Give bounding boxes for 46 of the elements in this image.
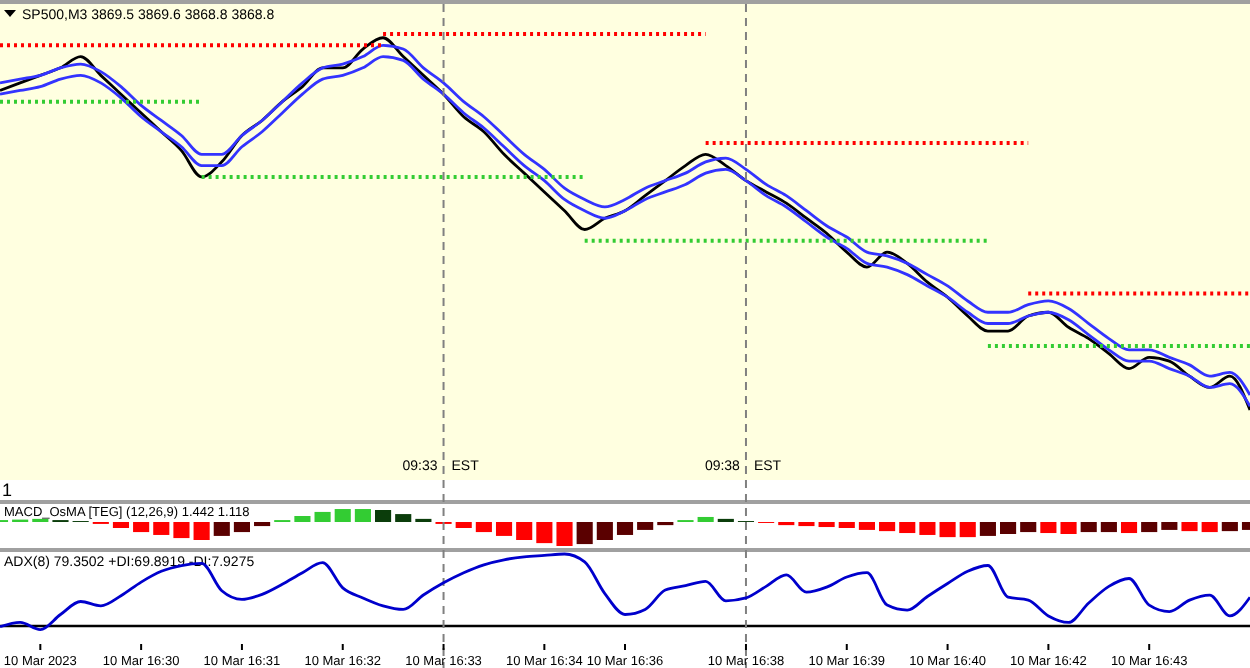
bar bbox=[213, 522, 230, 536]
bar bbox=[939, 522, 956, 538]
bar bbox=[233, 522, 250, 533]
bar bbox=[979, 522, 996, 536]
bar bbox=[112, 522, 130, 528]
bar bbox=[1221, 522, 1238, 532]
bar bbox=[697, 516, 714, 522]
bar bbox=[959, 522, 976, 538]
bar bbox=[314, 511, 331, 522]
bar bbox=[1161, 522, 1178, 530]
bar bbox=[334, 509, 351, 522]
bar bbox=[919, 522, 936, 535]
bar bbox=[1120, 522, 1138, 534]
bar bbox=[294, 516, 311, 522]
bar bbox=[879, 522, 896, 532]
text: 1 bbox=[2, 480, 13, 500]
bar bbox=[1141, 522, 1158, 533]
bar bbox=[173, 522, 190, 539]
bar bbox=[576, 522, 593, 545]
bar bbox=[637, 522, 654, 530]
bar bbox=[133, 522, 150, 533]
bar bbox=[354, 509, 371, 522]
bar bbox=[556, 522, 573, 546]
bar bbox=[818, 522, 835, 528]
bar bbox=[858, 522, 875, 530]
bar bbox=[596, 522, 613, 540]
bar bbox=[516, 522, 533, 540]
bar bbox=[375, 510, 392, 522]
bar bbox=[1060, 522, 1077, 534]
bar bbox=[1080, 522, 1097, 533]
bar bbox=[536, 522, 553, 544]
bar bbox=[495, 522, 513, 536]
bar bbox=[838, 522, 855, 528]
bar bbox=[395, 514, 412, 522]
bar bbox=[1100, 522, 1117, 533]
bar bbox=[1181, 522, 1198, 532]
bar bbox=[153, 522, 170, 535]
bar bbox=[1000, 522, 1017, 534]
bar bbox=[475, 522, 492, 533]
bar bbox=[193, 522, 210, 540]
bar bbox=[1201, 522, 1218, 533]
bar bbox=[1040, 522, 1057, 534]
bar bbox=[455, 522, 472, 528]
bar bbox=[1020, 522, 1037, 533]
bar bbox=[899, 522, 916, 534]
bar bbox=[616, 522, 634, 535]
